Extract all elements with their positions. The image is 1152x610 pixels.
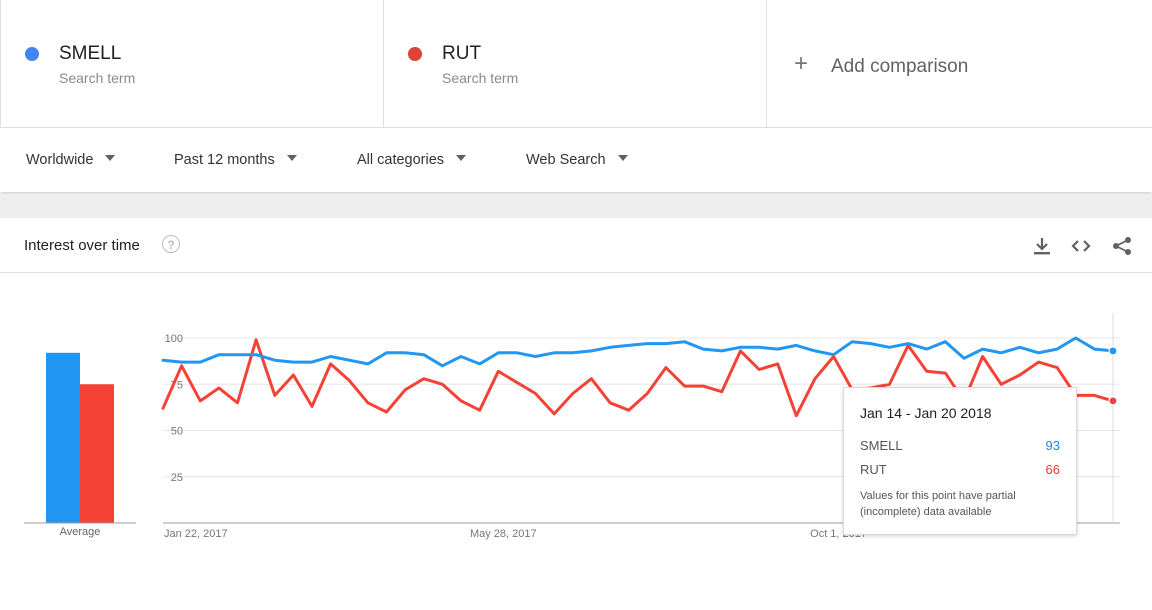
filter-bar: Worldwide Past 12 months All categories … [0, 128, 1152, 192]
term-name: SMELL [59, 43, 122, 64]
data-point-tooltip: Jan 14 - Jan 20 2018 SMELL 93 RUT 66 Val… [843, 387, 1077, 535]
chevron-down-icon [286, 155, 297, 162]
term-subtitle: Search term [442, 70, 519, 86]
share-icon[interactable] [1111, 236, 1133, 256]
category-value: All categories [357, 152, 445, 168]
help-icon[interactable]: ? [162, 235, 180, 253]
average-chart: Average [24, 352, 136, 538]
region-value: Worldwide [26, 152, 94, 168]
x-tick-label: Jan 22, 2017 [164, 528, 228, 540]
chevron-down-icon [456, 155, 467, 162]
term-card-smell[interactable]: SMELL Search term [0, 0, 383, 128]
series-line-smell [161, 336, 1115, 368]
y-tick-label: 50 [171, 426, 183, 438]
add-comparison-label: Add comparison [831, 56, 969, 77]
x-tick-label: May 28, 2017 [470, 528, 537, 540]
series-color-dot-icon [408, 47, 422, 61]
panel-title: Interest over time [24, 237, 140, 254]
point-marker-smell[interactable] [1108, 346, 1118, 356]
term-name: RUT [442, 43, 482, 64]
tooltip-series-name: SMELL [860, 438, 903, 453]
average-bar [46, 352, 80, 523]
embed-icon[interactable] [1070, 236, 1092, 256]
tooltip-date: Jan 14 - Jan 20 2018 [860, 405, 992, 421]
average-label: Average [60, 526, 101, 538]
point-marker-rut[interactable] [1108, 396, 1118, 406]
time-range-dropdown[interactable]: Past 12 months [174, 152, 297, 168]
download-icon[interactable] [1031, 236, 1053, 256]
tooltip-series-value: 93 [1045, 438, 1060, 453]
search-type-dropdown[interactable]: Web Search [526, 152, 628, 168]
category-dropdown[interactable]: All categories [357, 152, 467, 168]
term-subtitle: Search term [59, 70, 136, 86]
chevron-down-icon [105, 155, 116, 162]
plus-icon: + [794, 50, 809, 77]
section-divider [0, 194, 1152, 218]
tooltip-series-value: 66 [1045, 462, 1060, 477]
term-card-rut[interactable]: RUT Search term [383, 0, 766, 128]
y-tick-label: 100 [165, 333, 183, 345]
panel-header: Interest over time ? [0, 218, 1152, 273]
time-range-value: Past 12 months [174, 152, 275, 168]
search-terms-bar: SMELL Search term RUT Search term + Add … [0, 0, 1152, 128]
search-type-value: Web Search [526, 152, 606, 168]
region-dropdown[interactable]: Worldwide [26, 152, 116, 168]
tooltip-series-name: RUT [860, 462, 887, 477]
tooltip-partial-data-note: Values for this point have partial (inco… [860, 490, 1016, 518]
add-comparison-button[interactable]: + Add comparison [766, 0, 1152, 128]
series-color-dot-icon [25, 47, 39, 61]
chevron-down-icon [617, 155, 628, 162]
average-bar [80, 384, 114, 523]
y-tick-label: 25 [171, 472, 183, 484]
